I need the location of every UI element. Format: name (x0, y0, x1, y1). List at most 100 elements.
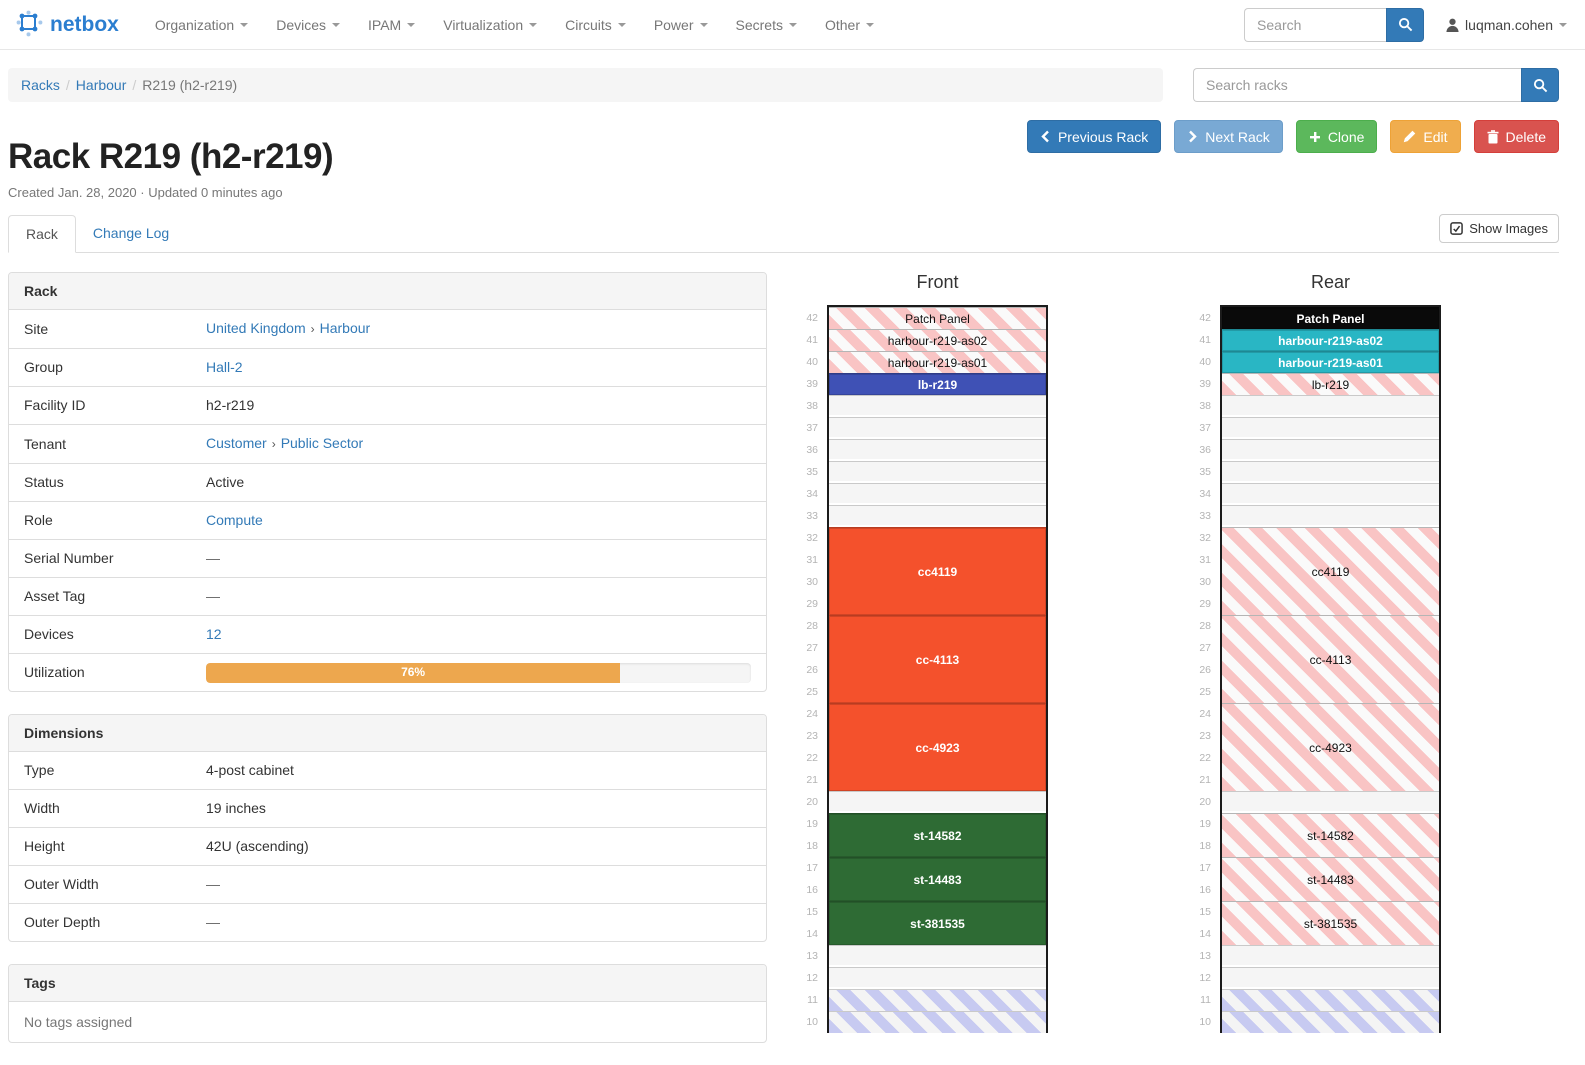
unit-number: 39 (806, 378, 818, 390)
info-row: Devices 12 (9, 615, 766, 653)
unit-number: 24 (1199, 708, 1211, 720)
unit-number: 38 (806, 400, 818, 412)
unit-number: 23 (806, 730, 818, 742)
field-label: Outer Depth (24, 914, 101, 930)
nav-item-devices[interactable]: Devices (262, 2, 354, 48)
chevron-down-icon (617, 22, 626, 27)
rack-unit-empty[interactable] (1222, 505, 1439, 527)
rack-unit-device[interactable]: cc-4923 (829, 703, 1046, 791)
global-search-input[interactable] (1244, 7, 1387, 42)
rack-search-input[interactable] (1193, 68, 1521, 102)
rack-unit-device[interactable]: harbour-r219-as02 (1222, 329, 1439, 351)
value-link[interactable]: Harbour (319, 320, 371, 336)
nav-item-label: Power (653, 16, 694, 33)
rack-unit-empty[interactable] (1222, 439, 1439, 461)
nav-item-power[interactable]: Power (640, 2, 722, 48)
rack-unit-empty[interactable] (1222, 945, 1439, 967)
netbox-brand[interactable]: netbox (16, 10, 119, 40)
rack-unit-device[interactable]: st-14483 (829, 857, 1046, 901)
rack-unit-empty[interactable] (1222, 483, 1439, 505)
rack-unit-empty[interactable] (1222, 967, 1439, 989)
rack-unit-device[interactable]: harbour-r219-as01 (1222, 351, 1439, 373)
rack-unit-device[interactable]: st-14582 (829, 813, 1046, 857)
edit-button[interactable]: Edit (1390, 120, 1461, 153)
rack-unit-empty[interactable] (829, 505, 1046, 527)
rack-unit-device[interactable]: cc-4113 (829, 615, 1046, 703)
unit-number: 28 (1199, 620, 1211, 632)
info-row: Role Compute (9, 501, 766, 539)
created-updated-meta: Created Jan. 28, 2020 · Updated 0 minute… (8, 185, 283, 200)
clone-button[interactable]: Clone (1295, 120, 1378, 153)
value-link[interactable]: Hall-2 (206, 359, 243, 375)
unit-number: 18 (1199, 840, 1211, 852)
chevron-down-icon (407, 22, 416, 27)
unit-number: 35 (1199, 466, 1211, 478)
breadcrumb-separator: / (65, 77, 70, 93)
rack-unit-reserved (829, 1011, 1046, 1033)
search-icon (1533, 78, 1547, 92)
tab-change-log[interactable]: Change Log (92, 225, 170, 241)
rack-unit-empty[interactable] (829, 945, 1046, 967)
value-link[interactable]: Compute (206, 512, 263, 528)
rack-search (1193, 68, 1559, 102)
plus-icon (1309, 131, 1320, 142)
nav-item-label: Organization (154, 16, 235, 33)
rack-unit-device[interactable]: Patch Panel (1222, 307, 1439, 329)
rack-unit-empty[interactable] (829, 461, 1046, 483)
unit-number: 40 (806, 356, 818, 368)
panel-title: Tags (9, 965, 766, 1002)
rack-unit-empty[interactable] (829, 791, 1046, 813)
value-link[interactable]: 12 (206, 626, 222, 642)
value-link[interactable]: Public Sector (280, 435, 364, 451)
nav-item-circuits[interactable]: Circuits (551, 2, 640, 48)
rack-search-button[interactable] (1521, 68, 1559, 102)
global-search-button[interactable] (1386, 7, 1425, 42)
field-value: Active (206, 474, 245, 490)
unit-number: 16 (806, 884, 818, 896)
rack-unit-empty[interactable] (1222, 417, 1439, 439)
tab-rack[interactable]: Rack (8, 215, 76, 253)
next-rack-button[interactable]: Next Rack (1174, 120, 1283, 153)
unit-number: 34 (806, 488, 818, 500)
rack-unit-empty[interactable] (829, 439, 1046, 461)
utilization-fill: 76% (206, 662, 621, 683)
rack-unit-empty[interactable] (1222, 461, 1439, 483)
nav-item-ipam[interactable]: IPAM (354, 2, 429, 48)
unit-number: 33 (806, 510, 818, 522)
value-link[interactable]: United Kingdom (206, 320, 306, 336)
rack-unit-device[interactable]: lb-r219 (829, 373, 1046, 395)
show-images-button[interactable]: Show Images (1439, 214, 1559, 243)
breadcrumb-link-harbour[interactable]: Harbour (75, 77, 127, 93)
rack-unit-empty[interactable] (829, 967, 1046, 989)
rack-unit-device[interactable]: cc4119 (829, 527, 1046, 615)
tags-empty-text: No tags assigned (24, 1014, 133, 1030)
value-link[interactable]: Customer (206, 435, 267, 451)
field-value: — (206, 550, 220, 566)
unit-number: 30 (806, 576, 818, 588)
breadcrumb-link-racks[interactable]: Racks (21, 77, 60, 93)
nav-item-other[interactable]: Other (811, 2, 888, 48)
rack-unit-empty[interactable] (829, 417, 1046, 439)
chevron-right-icon (1189, 130, 1197, 143)
previous-rack-button[interactable]: Previous Rack (1026, 120, 1162, 153)
rack-unit-empty[interactable] (1222, 395, 1439, 417)
unit-number: 27 (1199, 642, 1211, 654)
rack-unit-occupied-hatched: lb-r219 (1222, 373, 1439, 395)
field-value: h2-r219 (206, 397, 255, 413)
rack-unit-empty[interactable] (829, 395, 1046, 417)
delete-button[interactable]: Delete (1473, 120, 1559, 153)
rack-unit-device[interactable]: st-381535 (829, 901, 1046, 945)
nav-item-organization[interactable]: Organization (141, 2, 262, 48)
rack-unit-empty[interactable] (1222, 791, 1439, 813)
unit-number: 12 (806, 972, 818, 984)
nav-item-secrets[interactable]: Secrets (722, 2, 811, 48)
nav-item-virtualization[interactable]: Virtualization (429, 2, 551, 48)
rack-unit-empty[interactable] (829, 483, 1046, 505)
unit-number: 26 (806, 664, 818, 676)
field-label: Devices (24, 626, 74, 642)
rack-unit-reserved (829, 989, 1046, 1011)
unit-number: 27 (806, 642, 818, 654)
unit-number: 21 (806, 774, 818, 786)
button-label: Edit (1423, 128, 1448, 145)
user-menu[interactable]: luqman.cohen (1446, 17, 1569, 33)
